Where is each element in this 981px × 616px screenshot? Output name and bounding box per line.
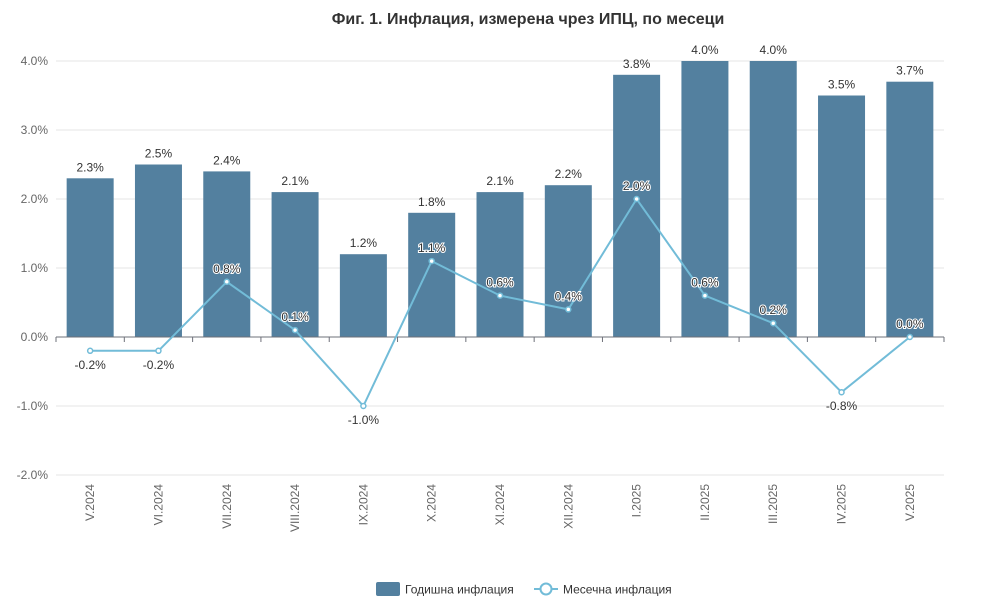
bar-data-label: 4.0% <box>760 43 788 57</box>
bar[interactable] <box>134 164 182 338</box>
line-point[interactable] <box>496 292 504 299</box>
y-tick-label: 1.0% <box>21 261 49 275</box>
x-tick-label: VI.2024 <box>151 484 165 526</box>
line-point[interactable] <box>360 402 367 410</box>
line-data-label: 0.6% <box>691 276 719 290</box>
line-point[interactable] <box>155 347 162 355</box>
x-tick-label: X.2024 <box>425 484 439 522</box>
x-tick-label: VII.2024 <box>220 484 234 529</box>
y-axis: 4.0% 3.0% 2.0% 1.0% 0.0% -1.0% -2.0% <box>17 54 49 482</box>
x-tick-label: XII.2024 <box>561 484 575 529</box>
legend-swatch-monthly-marker <box>539 582 553 596</box>
bar[interactable] <box>339 254 387 337</box>
line-point[interactable] <box>86 347 94 355</box>
bar-data-label: 3.8% <box>623 57 651 71</box>
bar-series <box>66 61 934 338</box>
bar[interactable] <box>203 171 251 337</box>
line-data-label: 0.6% <box>486 276 514 290</box>
y-tick-label: 2.0% <box>21 192 49 206</box>
line-point[interactable] <box>223 278 231 286</box>
line-point[interactable] <box>838 388 845 396</box>
line-labels: -0.2% -0.2% 0.8% 0.1% -1.0% 1.1% 0.6% 0.4% 2.0% 0… <box>74 178 924 427</box>
line-point[interactable] <box>428 257 435 265</box>
line-series <box>86 195 914 410</box>
x-tick-label: IV.2025 <box>835 484 849 525</box>
chart-title: Фиг. 1. Инфлация, измерена чрез ИПЦ, по … <box>332 11 725 28</box>
x-tick-label: V.2024 <box>83 484 97 521</box>
y-tick-label: 3.0% <box>21 123 49 137</box>
bar-data-label: 3.5% <box>828 78 856 92</box>
line-data-label: 0.8% <box>213 262 241 276</box>
line-data-label: -0.2% <box>143 358 175 372</box>
bar-data-label: 2.1% <box>486 174 514 188</box>
x-axis: V.2024 VI.2024 VII.2024 VIII.2024 IX.2024 X.2… <box>55 336 945 532</box>
line-point[interactable] <box>565 306 572 313</box>
x-tick-label: III.2025 <box>766 484 780 524</box>
bar-data-label: 2.4% <box>213 153 241 167</box>
line-point[interactable] <box>906 333 914 341</box>
line-data-label: 0.4% <box>555 289 583 303</box>
line-data-label: -0.2% <box>74 358 106 372</box>
bar[interactable] <box>613 74 661 338</box>
bar-data-label: 3.7% <box>896 64 924 78</box>
bar[interactable] <box>271 192 319 337</box>
bar-labels: 2.3% 2.5% 2.4% 2.1% 1.2% 1.8% 2.1% 2.2% 3.8% 4.0%… <box>76 43 923 250</box>
bar-data-label: 2.3% <box>76 160 104 174</box>
line-data-label: -1.0% <box>348 413 380 427</box>
bar[interactable] <box>749 61 797 337</box>
bar[interactable] <box>408 212 456 337</box>
x-tick-label: II.2025 <box>698 484 712 521</box>
bar-data-label: 1.8% <box>418 195 446 209</box>
y-tick-label: -1.0% <box>17 399 49 413</box>
line-data-label: 0.2% <box>760 303 788 317</box>
line-data-label: 0.0% <box>896 317 924 331</box>
line-data-label: -0.8% <box>826 399 858 413</box>
line-point[interactable] <box>291 326 299 334</box>
bar[interactable] <box>66 178 114 337</box>
legend-item-monthly[interactable]: Месечна инфлация <box>534 582 672 597</box>
bar-data-label: 4.0% <box>691 43 719 57</box>
legend-label-monthly: Месечна инфлация <box>563 583 672 597</box>
bar-data-label: 2.2% <box>555 167 583 181</box>
x-tick-label: VIII.2024 <box>288 484 302 532</box>
bar[interactable] <box>681 61 729 337</box>
y-tick-label: 4.0% <box>21 54 49 68</box>
legend[interactable]: Годишна инфлация Месечна инфлация <box>376 582 672 597</box>
y-tick-label: -2.0% <box>17 468 49 482</box>
legend-item-annual[interactable]: Годишна инфлация <box>376 582 514 597</box>
bar-data-label: 1.2% <box>350 236 378 250</box>
y-tick-label: 0.0% <box>21 330 49 344</box>
x-tick-label: IX.2024 <box>356 484 370 526</box>
bar[interactable] <box>818 95 866 338</box>
bar[interactable] <box>476 192 524 337</box>
bar[interactable] <box>886 81 934 337</box>
bar-data-label: 2.5% <box>145 147 173 161</box>
line-point[interactable] <box>701 292 709 299</box>
x-tick-label: V.2025 <box>903 484 917 521</box>
line-data-label: 1.1% <box>418 241 446 255</box>
x-tick-label: XI.2024 <box>493 484 507 526</box>
line-data-label: 0.1% <box>281 310 309 324</box>
legend-swatch-annual <box>376 582 400 596</box>
line-data-label: 2.0% <box>623 179 651 193</box>
line-point[interactable] <box>769 319 777 327</box>
bar[interactable] <box>544 185 592 337</box>
line-point[interactable] <box>633 195 640 203</box>
bar-data-label: 2.1% <box>281 174 309 188</box>
legend-label-annual: Годишна инфлация <box>405 583 514 597</box>
x-tick-label: I.2025 <box>630 484 644 518</box>
